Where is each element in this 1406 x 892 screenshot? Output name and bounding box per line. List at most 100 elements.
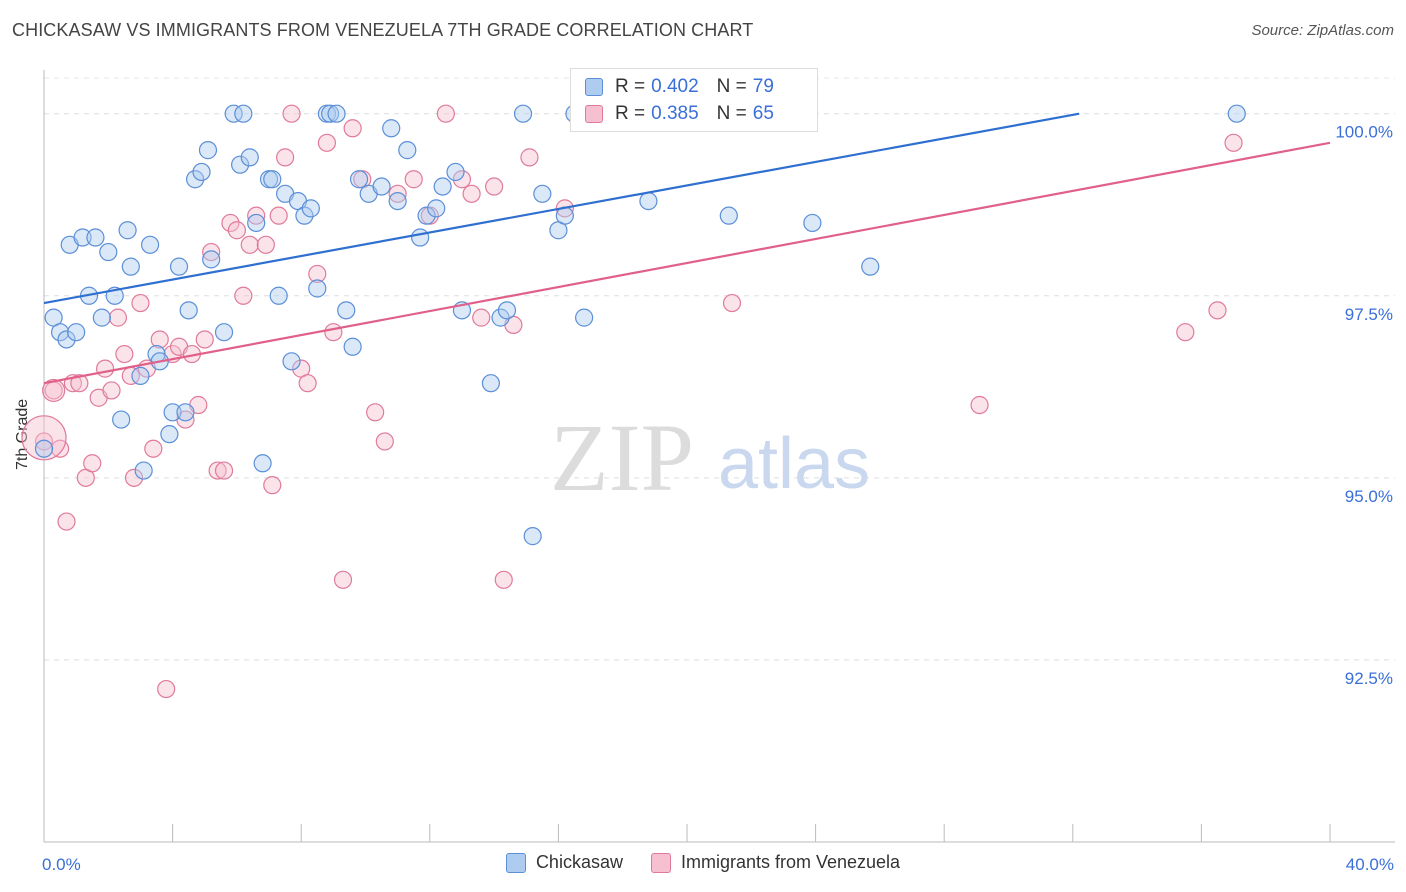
venezuela-point (722, 293, 742, 313)
chart-title: CHICKASAW VS IMMIGRANTS FROM VENEZUELA 7… (12, 20, 754, 40)
chickasaw-point (50, 323, 70, 342)
chickasaw-point (388, 191, 407, 211)
chickasaw-point (497, 301, 517, 320)
chickasaw-point (134, 461, 153, 480)
watermark-atlas: atlas (718, 424, 870, 504)
legend-item-venezuela: Immigrants from Venezuela (650, 852, 901, 873)
legend-label: Immigrants from Venezuela (680, 852, 901, 872)
chickasaw-point (523, 527, 542, 546)
venezuela-point (131, 293, 150, 313)
chickasaw-point (224, 104, 243, 123)
chickasaw-point (269, 286, 288, 305)
venezuela-swatch (650, 852, 671, 873)
venezuela-point (95, 359, 115, 378)
tick-labels: 92.5% 95.0% 97.5% 100.0% 0.0% 40.0% (42, 123, 1394, 874)
venezuela-point (485, 177, 504, 196)
chickasaw-point (327, 104, 346, 123)
chickasaw-point (417, 206, 436, 225)
chickasaw-point (861, 257, 880, 276)
venezuela-point (494, 570, 513, 589)
chickasaw-point (321, 104, 340, 123)
venezuela-point (276, 148, 295, 167)
legend-item-chickasaw: Chickasaw (505, 852, 623, 873)
venezuela-point-large (21, 415, 67, 461)
chickasaw-point (719, 206, 738, 225)
chickasaw-point (282, 352, 301, 371)
chickasaw-point (186, 170, 205, 189)
venezuela-point (144, 439, 163, 458)
chickasaw-point (411, 228, 430, 247)
legend-row-venezuela: R = 0.385 N = 65 (585, 102, 774, 126)
chickasaw-point (263, 170, 282, 189)
venezuela-point (366, 403, 385, 422)
chickasaw-point (575, 308, 594, 327)
venezuela-point (256, 235, 275, 254)
chickasaw-point (247, 213, 266, 233)
chickasaw-point (57, 330, 76, 349)
chickasaw-point (214, 323, 234, 342)
venezuela-point (282, 104, 301, 123)
y-tick-label: 95.0% (1345, 487, 1393, 506)
watermark-zip: ZIP (550, 404, 694, 511)
venezuela-point (375, 432, 394, 451)
venezuela-point (404, 170, 423, 189)
venezuela-point (214, 461, 234, 480)
chickasaw-point (803, 213, 822, 233)
venezuela-point (1224, 133, 1243, 152)
venezuela-point (221, 213, 240, 233)
chickasaw-point (1227, 104, 1246, 123)
chickasaw-point (179, 301, 198, 320)
venezuela-swatch (585, 105, 603, 123)
chickasaw-point (337, 301, 356, 320)
venezuela-point (108, 308, 128, 327)
chickasaw-point (240, 148, 259, 167)
venezuela-point (970, 395, 989, 415)
chickasaw-point (533, 184, 552, 203)
venezuela-point (208, 461, 227, 480)
chickasaw-swatch (585, 78, 603, 96)
chickasaw-point (163, 403, 182, 422)
chickasaw-point (639, 191, 658, 211)
venezuela-point (202, 242, 221, 262)
venezuela-point (324, 323, 343, 342)
chickasaw-point (169, 257, 189, 276)
axes (43, 70, 1395, 843)
chickasaw-point (121, 257, 140, 276)
chickasaw-point (481, 374, 500, 393)
chickasaw-point (92, 308, 111, 327)
chickasaw-point (118, 221, 137, 240)
chickasaw-point (349, 170, 369, 189)
chickasaw-point (131, 366, 150, 385)
venezuela-point (240, 235, 259, 254)
y-tick-label: 100.0% (1335, 123, 1393, 142)
chickasaw-point (382, 119, 401, 138)
venezuela-point (157, 679, 176, 699)
r-label: R = (615, 103, 646, 124)
venezuela-point (102, 381, 121, 400)
venezuela-points (21, 104, 1243, 699)
legend-label: Chickasaw (535, 852, 623, 872)
venezuela-point (462, 184, 481, 203)
venezuela-point (520, 148, 539, 167)
chickasaw-point (398, 141, 417, 160)
venezuela-point (436, 104, 455, 123)
n-value: 79 (752, 76, 774, 97)
y-tick-label: 92.5% (1345, 669, 1393, 688)
chickasaw-point (86, 228, 105, 247)
chickasaw-point (202, 250, 221, 269)
chickasaw-point (446, 162, 465, 182)
venezuela-point (150, 330, 169, 349)
chickasaw-point (192, 162, 211, 182)
venezuela-point (472, 308, 491, 327)
venezuela-point (452, 170, 472, 189)
correlation-legend: R = 0.402 N = 79 R = 0.385 N = 65 (570, 68, 818, 132)
chickasaw-point (99, 242, 118, 262)
chickasaw-point (433, 177, 452, 196)
venezuela-point (227, 221, 246, 240)
chickasaw-point (343, 337, 362, 356)
chickasaw-point (308, 279, 327, 298)
series-legend: Chickasaw Immigrants from Venezuela (0, 852, 1406, 873)
chickasaw-point (176, 403, 195, 422)
venezuela-point (247, 206, 266, 225)
